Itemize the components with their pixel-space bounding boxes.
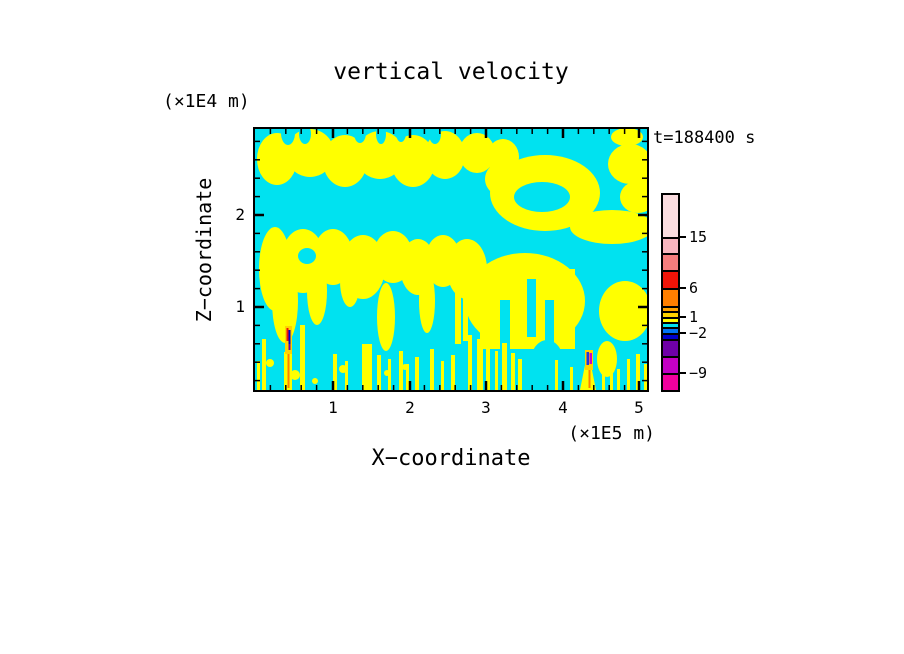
x-tick-label-4: 4	[558, 398, 568, 417]
colorbar-label-15: 15	[689, 228, 708, 246]
x-tick-label-1: 1	[328, 398, 338, 417]
colorbar-segment-0	[663, 195, 678, 237]
colorbar-segment-6	[663, 311, 678, 317]
colorbar-segment-3	[663, 270, 678, 288]
colorbar-tick	[680, 372, 686, 374]
colorbar-tick	[680, 332, 686, 334]
colorbar-segment-1	[663, 237, 678, 253]
colorbar-segment-10	[663, 333, 678, 339]
z-axis-title: Z−coordinate	[192, 177, 216, 323]
z-tick-label-2: 2	[235, 205, 245, 224]
colorbar-segment-4	[663, 288, 678, 306]
x-tick-label-5: 5	[634, 398, 644, 417]
colorbar-tick	[680, 316, 686, 318]
x-axis-unit-label: (×1E5 m)	[568, 423, 655, 444]
heatmap-field	[255, 129, 647, 390]
colorbar-segment-13	[663, 373, 678, 390]
colorbar-segment-8	[663, 322, 678, 327]
heatmap-plot	[253, 127, 649, 392]
x-tick-label-3: 3	[481, 398, 491, 417]
colorbar-segment-5	[663, 306, 678, 311]
colorbar-segments	[663, 195, 678, 390]
colorbar-tick	[680, 287, 686, 289]
colorbar-segment-11	[663, 339, 678, 356]
colorbar-segment-12	[663, 356, 678, 373]
colorbar-segment-9	[663, 327, 678, 333]
colorbar	[661, 193, 680, 392]
x-tick-label-2: 2	[405, 398, 415, 417]
plot-title: vertical velocity	[333, 59, 569, 85]
colorbar-segment-2	[663, 253, 678, 270]
colorbar-label-−2: −2	[689, 324, 708, 342]
colorbar-tick	[680, 236, 686, 238]
colorbar-label-1: 1	[689, 308, 699, 326]
x-axis-title: X−coordinate	[371, 446, 531, 471]
colorbar-label-−9: −9	[689, 364, 708, 382]
colorbar-segment-7	[663, 317, 678, 322]
z-tick-label-1: 1	[235, 297, 245, 316]
colorbar-label-6: 6	[689, 279, 699, 297]
time-annotation: t=188400 s	[653, 128, 756, 148]
z-axis-unit-label: (×1E4 m)	[163, 91, 250, 112]
